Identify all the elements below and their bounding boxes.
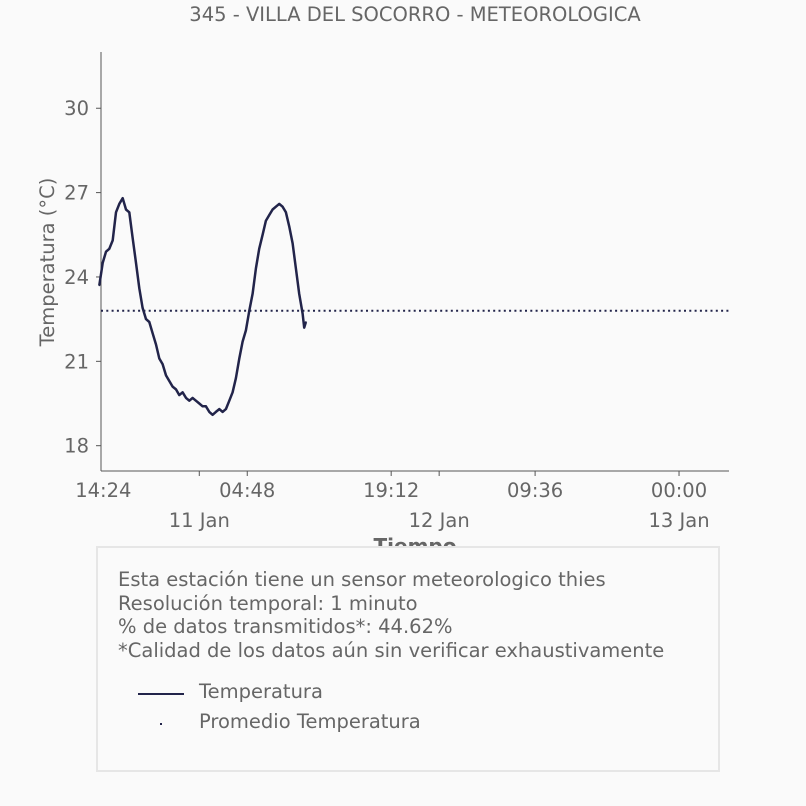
temperature-point (265, 219, 267, 222)
temperature-point (195, 399, 197, 402)
temperature-point (271, 208, 274, 211)
temperature-point (168, 380, 171, 382)
temperature-point (138, 287, 141, 290)
temperature-point (148, 321, 151, 323)
temperature-point (268, 214, 271, 216)
x-day-label: 13 Jan (648, 509, 709, 532)
temperature-point (215, 411, 217, 413)
temperature-point (191, 397, 194, 399)
y-tick-label: 18 (64, 435, 89, 458)
temperature-point (151, 332, 154, 335)
temperature-point (288, 225, 291, 228)
temperature-point (178, 394, 181, 396)
info-line-resolution: Resolución temporal: 1 minuto (118, 591, 418, 615)
temperature-point (181, 391, 184, 394)
legend-swatch-solid-line (138, 693, 184, 695)
info-text: Esta estación tiene un sensor meteorolog… (118, 568, 664, 662)
y-tick-label: 27 (64, 182, 89, 205)
temperature-point (301, 312, 304, 315)
temperature-point (108, 248, 111, 250)
x-tick-label: 09:36 (507, 479, 563, 502)
temperature-point (225, 408, 227, 410)
y-tick-label: 24 (64, 266, 89, 289)
x-tick-label: 19:12 (363, 479, 419, 502)
temperature-point (241, 340, 244, 343)
temperature-point (298, 293, 301, 295)
temperature-point (101, 262, 104, 264)
chart-title: 345 - VILLA DEL SOCORRO - METEOROLOGICA (189, 3, 641, 26)
temperature-point (198, 402, 201, 405)
temperature-point (98, 284, 101, 287)
x-ticks: 14:24 04:48 19:12 09:36 00:00 11 Jan 12 Jan 13 … (75, 471, 710, 532)
temperature-point (221, 411, 224, 413)
temperature-point (218, 408, 221, 410)
temperature-point (275, 205, 277, 208)
temperature-point (128, 211, 131, 214)
legend-label: Promedio Temperatura (199, 710, 421, 733)
temperature-point (158, 357, 161, 360)
temperature-point (231, 391, 234, 394)
x-day-label: 12 Jan (409, 509, 470, 532)
y-ticks: 18 21 24 27 30 (64, 97, 101, 458)
temperature-point (155, 343, 157, 346)
temperature-point (125, 208, 127, 211)
temperature-point (211, 413, 214, 416)
temperature-point (188, 399, 191, 402)
y-tick-label: 21 (64, 350, 89, 373)
temperature-point (251, 293, 254, 295)
y-tick-label: 30 (64, 97, 89, 120)
temperature-point (141, 307, 144, 309)
temperature-point (105, 250, 107, 253)
temperature-point (303, 326, 306, 329)
temperature-point (255, 267, 257, 270)
temperature-line (98, 196, 308, 417)
temperature-point (245, 329, 247, 332)
temperature-point (258, 248, 261, 250)
x-tick-label: 04:48 (219, 479, 275, 502)
axes (100, 52, 729, 472)
temperature-point (285, 211, 287, 214)
legend-label: Temperatura (199, 680, 323, 703)
temperature-point (118, 203, 121, 205)
temperature-point (281, 205, 284, 208)
temperature-point (185, 397, 187, 399)
temperature-point (165, 374, 167, 377)
temperature-point (121, 197, 124, 200)
temperature-point (171, 385, 174, 388)
temperature-point (161, 363, 164, 365)
temperature-point (291, 242, 294, 245)
temperature-point (238, 357, 241, 360)
info-box: Esta estación tiene un sensor meteorolog… (96, 546, 720, 772)
temperature-point (208, 411, 211, 413)
temperature-point (145, 318, 147, 320)
info-line-quality: *Calidad de los datos aún sin verificar … (118, 638, 665, 662)
temperature-point (235, 377, 237, 380)
temperature-point (201, 405, 204, 408)
temperature-point (305, 321, 307, 323)
temperature-point (295, 267, 297, 270)
x-tick-label: 00:00 (651, 479, 707, 502)
x-tick-label: 14:24 (75, 479, 131, 502)
temperature-point (135, 262, 137, 264)
info-line-station: Esta estación tiene un sensor meteorolog… (118, 568, 606, 591)
temperature-point (115, 211, 117, 214)
temperature-point (261, 233, 264, 236)
temperature-point (111, 239, 114, 242)
temperature-point (205, 405, 207, 408)
x-day-label: 11 Jan (169, 509, 230, 532)
legend-swatch-dotted-line (160, 723, 162, 725)
info-line-transmitted: % de datos transmitidos*: 44.62% (118, 615, 453, 638)
temperature-point (278, 203, 281, 205)
temperature-point (175, 388, 177, 391)
temperature-point (228, 399, 231, 402)
series-layer (98, 196, 729, 417)
y-axis-label: Temperatura (°C) (36, 178, 59, 348)
temperature-point (131, 236, 134, 239)
